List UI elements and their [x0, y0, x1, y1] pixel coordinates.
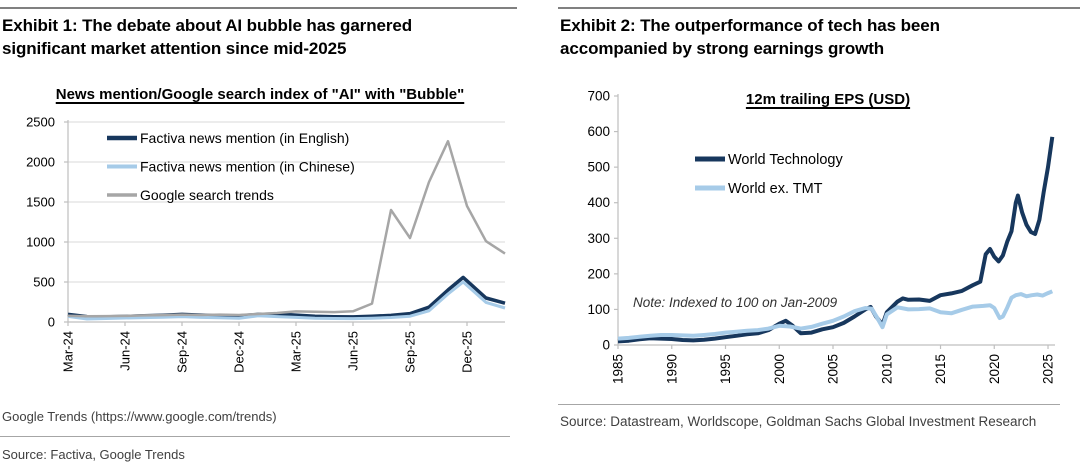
exhibit-1-title-line2: significant market attention since mid-2…: [2, 39, 347, 58]
y-axis-tick-label: 100: [587, 302, 610, 317]
x-axis-tick-label: 1995: [718, 354, 733, 384]
x-axis-tick-label: Jun-24: [118, 331, 133, 371]
legend-label: Google search trends: [140, 187, 274, 203]
legend-label: World ex. TMT: [728, 181, 823, 197]
chart-title-text: News mention/Google search index of "AI"…: [55, 86, 465, 103]
footer-divider: [0, 436, 510, 437]
legend-label: World Technology: [728, 152, 843, 168]
top-divider: [0, 7, 517, 9]
chart-note: Note: Indexed to 100 on Jan-2009: [633, 295, 838, 310]
y-axis-tick-label: 600: [587, 124, 610, 139]
y-axis-tick-label: 300: [587, 231, 610, 246]
x-axis-tick-label: 2025: [1041, 354, 1056, 384]
exhibit-1-title: Exhibit 1: The debate about AI bubble ha…: [2, 14, 472, 60]
x-axis-tick-label: Mar-25: [289, 331, 304, 372]
y-axis-tick-label: 2000: [26, 155, 55, 170]
y-axis-tick-label: 400: [587, 195, 610, 210]
chart-title-eps: 12m trailing EPS (USD): [598, 91, 1058, 108]
series-line-google-search-trends: [67, 139, 506, 318]
y-axis-tick-label: 0: [602, 338, 610, 353]
footnote-google-trends-url: Google Trends (https://www.google.com/tr…: [2, 409, 277, 424]
top-divider: [558, 7, 1080, 9]
legend-label: Factiva news mention (in English): [140, 130, 349, 146]
x-axis-tick-label: 1985: [611, 354, 626, 384]
y-axis-tick-label: 1000: [26, 235, 55, 250]
exhibit-1-panel: Exhibit 1: The debate about AI bubble ha…: [0, 0, 525, 468]
chart-title-text: 12m trailing EPS (USD): [745, 91, 911, 108]
exhibit-2-title: Exhibit 2: The outperformance of tech ha…: [560, 14, 1030, 60]
x-axis-tick-label: 2000: [772, 354, 787, 384]
y-axis-tick-label: 2500: [26, 115, 55, 130]
eps-line-chart: 0 100 200 300 400 500 600 700 1985 1990 1995 2000 20…: [587, 89, 1056, 385]
x-axis-tick-label: 2005: [826, 354, 841, 384]
exhibit-2-title-line2: accompanied by strong earnings growth: [560, 39, 885, 58]
series-line-world-ex-tmt: [617, 289, 1054, 341]
y-axis-tick-label: 500: [33, 275, 55, 290]
footer-divider: [558, 404, 1060, 405]
x-axis-tick-label: Dec-25: [460, 331, 475, 373]
x-axis-tick-label: Sep-25: [403, 331, 418, 373]
x-axis-tick-label: 2010: [879, 354, 894, 384]
x-axis-tick-label: Sep-24: [175, 331, 190, 373]
x-axis-tick-label: 2015: [933, 354, 948, 384]
chart-title-ai-bubble: News mention/Google search index of "AI"…: [25, 86, 495, 103]
x-axis-tick-label: Dec-24: [232, 331, 247, 373]
y-axis-tick-label: 0: [48, 315, 55, 330]
x-axis-tick-label: Mar-24: [61, 331, 76, 372]
exhibit-2-title-line1: Exhibit 2: The outperformance of tech ha…: [560, 16, 940, 35]
exhibit-1-title-line1: Exhibit 1: The debate about AI bubble ha…: [2, 16, 412, 35]
series-line-factiva-news-mention-in-chinese-: [67, 280, 506, 321]
y-axis-tick-label: 500: [587, 160, 610, 175]
x-axis-tick-label: 2020: [987, 354, 1002, 384]
legend-label: Factiva news mention (in Chinese): [140, 159, 355, 175]
exhibit-2-panel: Exhibit 2: The outperformance of tech ha…: [558, 0, 1080, 468]
x-axis-tick-label: Jun-25: [346, 331, 361, 371]
y-axis-tick-label: 1500: [26, 195, 55, 210]
x-axis-tick-label: 1990: [664, 354, 679, 384]
source-line-exhibit-1: Source: Factiva, Google Trends: [2, 447, 185, 462]
y-axis-tick-label: 700: [587, 89, 610, 104]
ai-bubble-mentions-line-chart: 0 500 1000 1500 2000 2500 Mar-24 Jun-24 Sep-24 De…: [26, 115, 506, 373]
y-axis-tick-label: 200: [587, 266, 610, 281]
source-line-exhibit-2: Source: Datastream, Worldscope, Goldman …: [560, 414, 1037, 429]
